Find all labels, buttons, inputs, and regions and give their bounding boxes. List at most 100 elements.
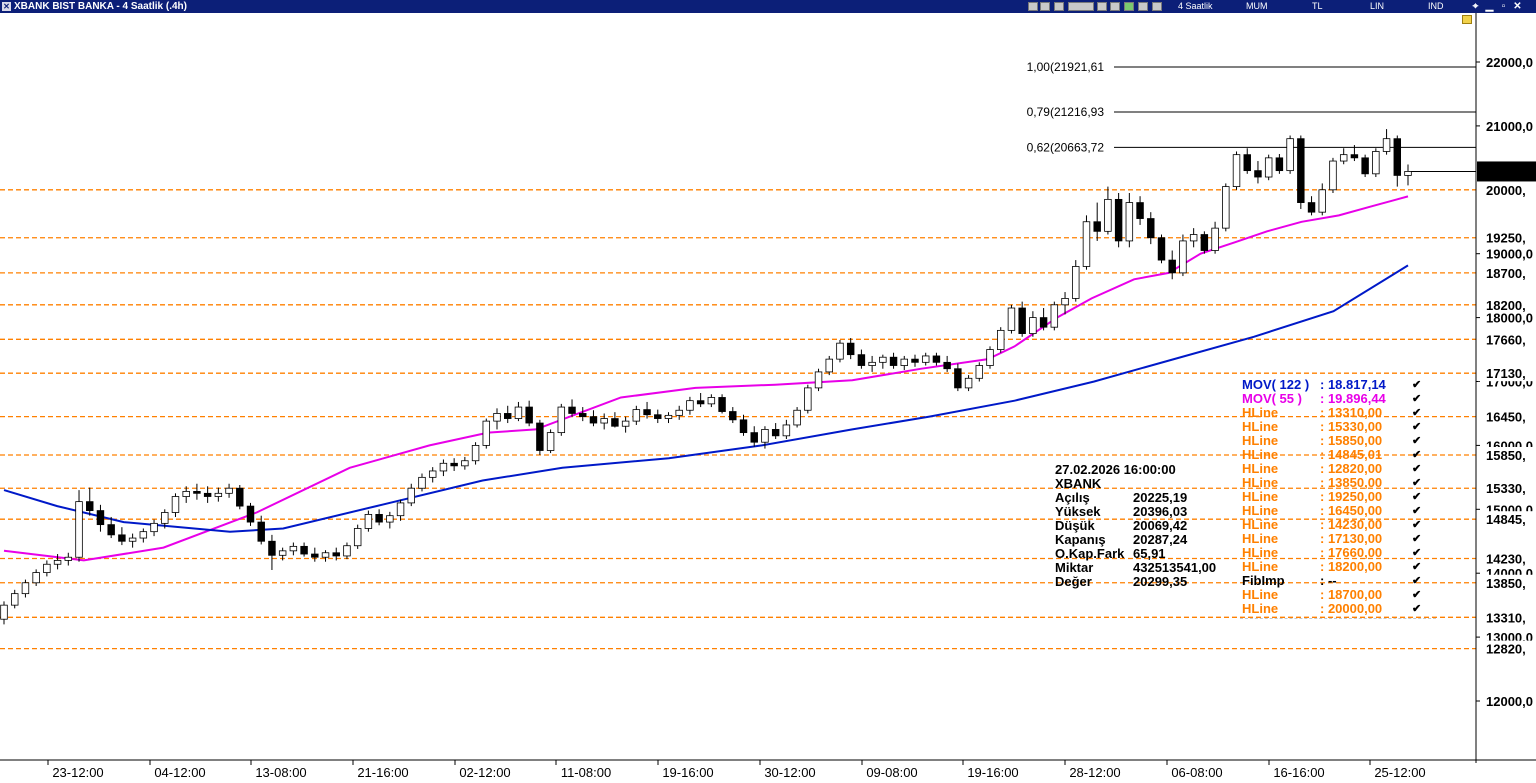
legend-row[interactable]: FibImp: -- ✔ [1240,574,1436,588]
refresh-icon[interactable] [1040,2,1050,11]
legend-row[interactable]: HLine: 17660,00 ✔ [1240,546,1436,560]
legend-row[interactable]: HLine: 16450,00 ✔ [1240,504,1436,518]
mov55-line [3,195,1409,562]
legend-row[interactable]: HLine: 15330,00 ✔ [1240,420,1436,434]
hline-label-box [1478,264,1536,281]
legend-name: HLine [1242,587,1279,602]
legend-value: : -- [1320,573,1337,588]
candle-body [1254,170,1262,178]
candle-body [343,545,351,557]
lock-icon[interactable] [1028,2,1038,11]
candle-body [729,411,737,421]
check-icon[interactable]: ✔ [1412,435,1422,447]
candle-body [1307,202,1316,213]
currency-selector[interactable]: TL [1312,1,1323,11]
candle-body [64,556,73,561]
chart-type-selector[interactable]: MUM [1246,1,1268,11]
zoom-icon[interactable] [1110,2,1120,11]
check-icon[interactable]: ✔ [1412,421,1422,433]
legend-row[interactable]: HLine: 18200,00 ✔ [1240,560,1436,574]
candle-body [1018,307,1026,334]
x-tick-label: 28-12:00 [1069,765,1120,780]
candle-body [396,502,405,517]
check-icon[interactable]: ✔ [1412,533,1422,545]
legend-name: HLine [1242,489,1279,504]
x-tick-label: 25-12:00 [1374,765,1425,780]
settings-icon[interactable] [1068,2,1094,11]
indicator-icon[interactable] [1138,2,1148,11]
draw-tool-icon[interactable] [1124,2,1134,11]
candle-body [225,487,233,494]
candle-body [353,528,362,547]
legend-row[interactable]: HLine: 18700,00 ✔ [1240,588,1436,602]
alarm-icon[interactable] [1054,2,1064,11]
padlock-icon[interactable] [1462,15,1472,24]
indicator-selector[interactable]: IND [1428,1,1444,11]
check-icon[interactable]: ✔ [1412,449,1422,461]
candle-body [96,510,105,526]
candle-body [750,432,758,443]
check-icon[interactable]: ✔ [1412,547,1422,559]
candle-body [418,476,426,489]
check-icon[interactable]: ✔ [1412,561,1422,573]
check-icon[interactable]: ✔ [1412,589,1422,601]
check-icon[interactable]: ✔ [1412,603,1422,615]
legend-value: : 15850,00 [1320,433,1383,448]
legend-row[interactable]: HLine: 15850,00 ✔ [1240,434,1436,448]
candle-body [868,361,876,366]
period-selector[interactable]: 4 Saatlik [1178,1,1213,11]
compare-icon[interactable] [1152,2,1162,11]
candle-body [1222,186,1230,229]
legend-row[interactable]: HLine: 13310,00 ✔ [1240,406,1436,420]
check-icon[interactable]: ✔ [1412,477,1422,489]
candle-body [761,429,769,443]
candle-body [364,514,373,529]
indicator-legend: MOV( 122 ): 18.817,14 ✔ MOV( 55 ): 19.896,… [1240,378,1436,619]
candle-body [375,514,383,523]
check-icon[interactable]: ✔ [1412,379,1422,391]
candle-body [21,582,30,595]
candle-body [193,491,201,494]
scale-selector[interactable]: LIN [1370,1,1385,11]
legend-row[interactable]: HLine: 20000,00 ✔ [1240,602,1436,616]
legend-row[interactable]: MOV( 122 ): 18.817,14 ✔ [1240,378,1436,392]
legend-row[interactable]: HLine: 19250,00 ✔ [1240,490,1436,504]
ohlc-value: 20299,35 [1133,574,1188,589]
candle-body [10,593,19,606]
candle-body [1039,317,1048,328]
pin-icon[interactable]: ⌖ [1472,1,1479,12]
minimize-icon[interactable]: ▁ [1485,1,1494,12]
legend-row[interactable]: HLine: 13850,00 ✔ [1240,476,1436,490]
print-icon[interactable] [1097,2,1107,11]
close-icon[interactable]: ✕ [1513,1,1522,12]
hline-label-box [1478,181,1536,198]
candle-body [997,329,1005,350]
candle-body [1372,151,1380,175]
check-icon[interactable]: ✔ [1412,519,1422,531]
legend-row[interactable]: HLine: 14845,01 ✔ [1240,448,1436,462]
candle-body [1061,298,1069,306]
check-icon[interactable]: ✔ [1412,463,1422,475]
price-chart[interactable]: 1,00(21921,610,79(21216,930,62(20663,72 … [0,13,1536,783]
maximize-icon[interactable]: ▫ [1501,1,1506,12]
candle-body [857,354,866,366]
check-icon[interactable]: ✔ [1412,491,1422,503]
legend-row[interactable]: MOV( 55 ): 19.896,44 ✔ [1240,392,1436,406]
y-tick-label: 19000,0 [1486,247,1533,262]
check-icon[interactable]: ✔ [1412,505,1422,517]
ohlc-value: 65,91 [1133,546,1166,561]
check-icon[interactable]: ✔ [1412,575,1422,587]
hline-label-box [1478,640,1536,657]
legend-name: HLine [1242,531,1279,546]
candle-body [889,356,898,366]
check-icon[interactable]: ✔ [1412,393,1422,405]
candle-body [257,521,265,542]
candle-body [1125,202,1134,242]
legend-row[interactable]: HLine: 12820,00 ✔ [1240,462,1436,476]
ohlc-value: 432513541,00 [1133,560,1217,575]
check-icon[interactable]: ✔ [1412,407,1422,419]
candle-body [686,400,694,411]
legend-row[interactable]: HLine: 17130,00 ✔ [1240,532,1436,546]
legend-row[interactable]: HLine: 14230,00 ✔ [1240,518,1436,532]
candle-body [236,487,244,507]
